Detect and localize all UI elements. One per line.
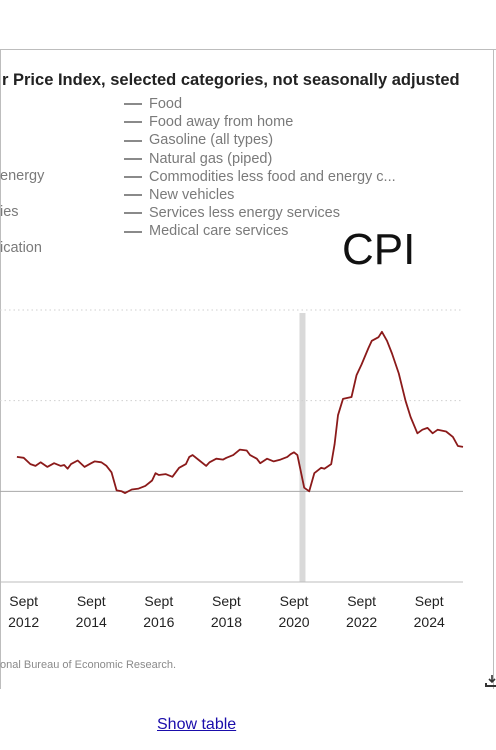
legend-item-medical[interactable]: Medical care services <box>124 222 396 240</box>
legend-swatch <box>124 230 142 233</box>
legend-label: Food <box>149 96 183 112</box>
legend-item-natural-gas[interactable]: Natural gas (piped) <box>124 150 396 168</box>
legend-swatch <box>124 139 142 142</box>
x-tick-label-month: Sept <box>212 593 241 609</box>
legend-swatch <box>124 103 142 106</box>
chart-title: r Price Index, selected categories, not … <box>2 71 460 89</box>
legend-item-commodities[interactable]: Commodities less food and energy c... <box>124 168 396 186</box>
legend-swatch <box>124 175 142 178</box>
left-legend-fragment[interactable]: ies <box>0 204 19 220</box>
legend-label: Services less energy services <box>149 205 340 222</box>
legend-item-gasoline[interactable]: Gasoline (all types) <box>124 131 396 149</box>
chart-frame-right <box>493 49 494 689</box>
legend-swatch <box>124 194 142 197</box>
cpi-series-line <box>16 330 464 494</box>
legend-label: Commodities less food and energy c... <box>149 168 396 185</box>
legend-label: Food away from home <box>149 114 294 131</box>
legend-label: Medical care services <box>149 223 289 240</box>
line-chart: Sept 2012 Sept 2014 Sept 2016 Sept 2018 Sept 2020… <box>0 309 464 630</box>
x-tick-label-month: Sept <box>280 593 309 609</box>
chart-frame-left <box>0 49 1 689</box>
legend-label: Gasoline (all types) <box>149 132 274 149</box>
x-tick-label-month: Sept <box>347 593 376 609</box>
legend-item-new-vehicles[interactable]: New vehicles <box>124 186 396 204</box>
show-table-link[interactable]: Show table <box>157 716 237 733</box>
x-tick-label-year: 2014 <box>76 614 107 630</box>
legend-item-services[interactable]: Services less energy services <box>124 204 396 222</box>
x-tick-label-year: 2012 <box>8 614 39 630</box>
left-legend-fragment[interactable]: energy <box>0 168 45 184</box>
legend-item-food-away[interactable]: Food away from home <box>124 113 396 131</box>
recession-band <box>299 313 306 582</box>
legend-swatch <box>124 121 142 124</box>
legend: Food Food away from home Gasoline (all t… <box>124 95 396 241</box>
legend-item-food[interactable]: Food <box>124 95 396 113</box>
download-icon[interactable] <box>483 665 496 687</box>
x-tick-label-month: Sept <box>9 593 38 609</box>
x-tick-label-year: 2020 <box>278 614 309 630</box>
legend-label: New vehicles <box>149 187 235 204</box>
x-tick-label-year: 2024 <box>414 614 445 630</box>
x-tick-label-month: Sept <box>415 593 444 609</box>
chart-frame-top <box>0 49 496 50</box>
x-tick-label-year: 2018 <box>211 614 242 630</box>
x-tick-label-month: Sept <box>144 593 173 609</box>
x-tick-label-month: Sept <box>77 593 106 609</box>
legend-swatch <box>124 157 142 160</box>
cpi-annotation: CPI <box>342 225 416 274</box>
legend-swatch <box>124 212 142 215</box>
x-tick-label-year: 2022 <box>346 614 377 630</box>
legend-label: Natural gas (piped) <box>149 150 273 167</box>
source-note: onal Bureau of Economic Research. <box>0 659 177 671</box>
left-legend-fragment[interactable]: ication <box>0 240 42 256</box>
x-tick-label-year: 2016 <box>143 614 174 630</box>
